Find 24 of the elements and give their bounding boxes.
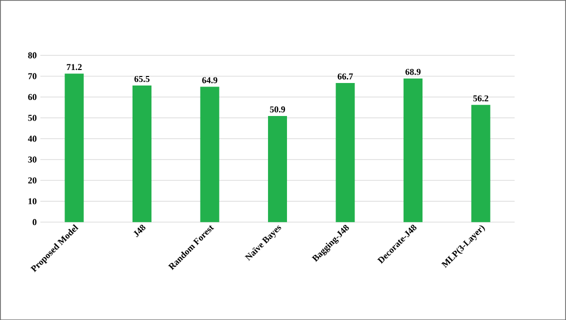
data-label: 66.7 <box>338 73 353 80</box>
data-label: 68.9 <box>405 68 421 75</box>
x-tick-label: J48 <box>134 224 146 238</box>
data-label: 56.2 <box>473 95 488 102</box>
y-tick-label: 30 <box>28 156 36 162</box>
bar <box>64 73 84 222</box>
bar <box>268 116 287 222</box>
data-label: 50.9 <box>270 106 286 112</box>
y-tick-label: 60 <box>28 94 36 100</box>
y-tick-label: 50 <box>28 114 36 121</box>
bar <box>132 85 152 222</box>
bar <box>336 82 355 222</box>
data-label: 64.9 <box>202 77 218 84</box>
y-tick-label: 40 <box>28 135 36 142</box>
y-tick-label: 70 <box>28 72 36 80</box>
bar <box>200 86 220 222</box>
y-tick-label: 80 <box>28 52 36 58</box>
y-tick-label: 20 <box>28 177 36 184</box>
bar <box>471 104 490 222</box>
y-tick-label: 10 <box>28 198 36 204</box>
y-tick-label: 0 <box>32 218 36 225</box>
bar <box>404 78 423 222</box>
data-label: 71.2 <box>66 64 82 70</box>
data-label: 65.5 <box>134 76 150 82</box>
